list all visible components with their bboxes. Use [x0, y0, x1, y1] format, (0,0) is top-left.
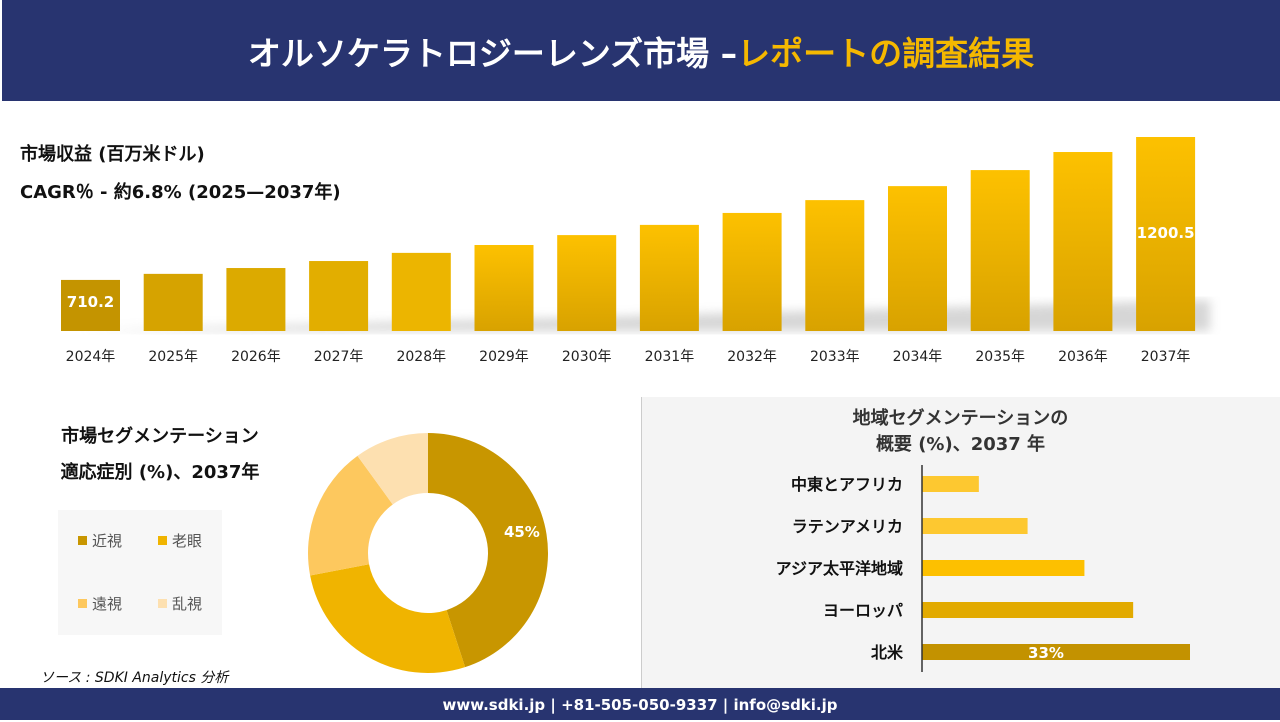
- year-label: 2026年: [231, 349, 281, 365]
- year-label: 2036年: [1058, 349, 1108, 365]
- region-label: ヨーロッパ: [823, 601, 903, 620]
- region-segment-panel: [641, 397, 1280, 688]
- region-title-1: 地域セグメンテーションの: [852, 408, 1069, 429]
- donut-legend: 近視 老眼遠視 乱視: [58, 510, 222, 635]
- region-bar: [922, 476, 979, 492]
- region-bar: [922, 644, 1190, 660]
- footer-contact: www.sdki.jp | +81-505-050-9337 | info@sd…: [0, 688, 1280, 720]
- revenue-bar: [61, 279, 120, 331]
- year-label: 2034年: [893, 349, 943, 365]
- revenue-bar: [639, 224, 699, 331]
- year-label: 2028年: [396, 349, 446, 365]
- legend-swatch: [78, 599, 87, 608]
- bar-value-label: 710.2: [67, 293, 114, 311]
- title-accent: レポートの調査結果: [737, 33, 1035, 73]
- legend-item: 乱視: [158, 593, 202, 614]
- revenue-bar: [391, 252, 451, 331]
- revenue-bar-chart: 2024年 710.2 2025年 2026年 2027年 2028年 2029年 2030年…: [61, 137, 1210, 365]
- header-banner: オルソケラトロジーレンズ市場 – レポートの調査結果: [2, 0, 1280, 101]
- legend-item: 老眼: [158, 530, 202, 551]
- revenue-bar: [226, 268, 286, 331]
- donut-value-label: 45%: [504, 523, 540, 541]
- revenue-bar: [143, 273, 203, 331]
- region-label: ラテンアメリカ: [792, 517, 903, 536]
- revenue-bar: [474, 245, 534, 331]
- legend-swatch: [158, 599, 167, 608]
- donut-slice: [428, 433, 549, 668]
- source-note: ソース : SDKI Analytics 分析: [40, 670, 229, 686]
- revenue-bar: [722, 212, 782, 331]
- revenue-bar: [309, 261, 369, 331]
- title-main: オルソケラトロジーレンズ市場 –: [247, 33, 738, 73]
- year-label: 2035年: [975, 349, 1025, 365]
- region-label: アジア太平洋地域: [776, 559, 903, 578]
- region-bar: [922, 560, 1085, 576]
- year-label: 2025年: [148, 349, 198, 365]
- region-label: 北米: [871, 643, 904, 662]
- revenue-title: 市場収益 (百万米ドル): [20, 144, 205, 165]
- year-label: 2027年: [314, 349, 364, 365]
- legend-label: 近視: [92, 532, 123, 550]
- region-value-label: 33%: [1028, 644, 1064, 662]
- revenue-bar: [805, 200, 865, 331]
- legend-item: 遠視: [78, 593, 122, 614]
- bar-value-label: 1200.5: [1137, 224, 1195, 242]
- legend-item: 近視: [78, 530, 122, 551]
- revenue-bar: [1053, 152, 1113, 331]
- region-bar: [922, 602, 1134, 618]
- year-label: 2030年: [562, 349, 612, 365]
- segment-title-2: 適応症別 (%)、2037年: [60, 462, 260, 483]
- revenue-bar: [888, 186, 947, 331]
- donut-slice: [310, 564, 466, 673]
- year-label: 2029年: [479, 349, 529, 365]
- region-bar: [922, 518, 1028, 534]
- legend-label: 老眼: [172, 532, 203, 550]
- revenue-bar: [557, 235, 617, 331]
- legend-swatch: [78, 536, 87, 545]
- year-label: 2033年: [810, 349, 860, 365]
- segment-title-1: 市場セグメンテーション: [61, 426, 259, 447]
- year-label: 2024年: [66, 349, 116, 365]
- region-label: 中東とアフリカ: [791, 475, 903, 494]
- year-label: 2037年: [1141, 349, 1191, 365]
- year-label: 2031年: [645, 349, 695, 365]
- legend-label: 遠視: [92, 595, 123, 613]
- cagr-text: CAGR％ - 約6.8% (2025—2037年): [20, 182, 341, 203]
- revenue-bar: [1136, 137, 1196, 331]
- legend-swatch: [158, 536, 167, 545]
- year-label: 2032年: [727, 349, 777, 365]
- revenue-bar: [970, 170, 1030, 331]
- region-title-2: 概要 (%)、2037 年: [875, 434, 1046, 455]
- donut-slice: [357, 433, 428, 505]
- legend-label: 乱視: [172, 595, 203, 613]
- donut-slice: [308, 455, 393, 576]
